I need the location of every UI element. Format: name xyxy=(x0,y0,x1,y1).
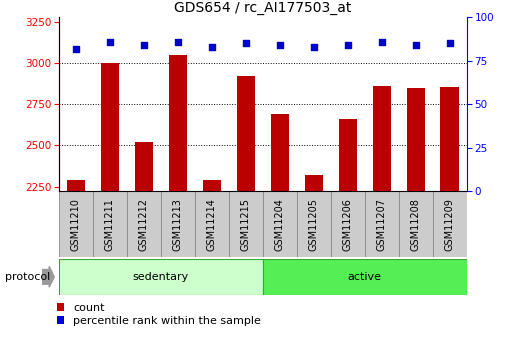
Text: GSM11211: GSM11211 xyxy=(105,198,115,251)
Point xyxy=(208,44,216,50)
Bar xyxy=(229,191,263,257)
Bar xyxy=(59,259,263,295)
Bar xyxy=(169,55,187,345)
Bar xyxy=(161,191,195,257)
Bar xyxy=(67,180,85,345)
Point xyxy=(446,41,454,46)
Bar xyxy=(270,114,289,345)
Bar xyxy=(101,63,120,345)
Text: protocol: protocol xyxy=(5,272,50,282)
Text: sedentary: sedentary xyxy=(133,272,189,282)
Text: GSM11205: GSM11205 xyxy=(309,198,319,251)
Bar xyxy=(127,191,161,257)
Bar xyxy=(399,191,433,257)
Text: GSM11206: GSM11206 xyxy=(343,198,353,251)
Text: GSM11212: GSM11212 xyxy=(139,198,149,251)
Text: GSM11215: GSM11215 xyxy=(241,198,251,251)
Bar xyxy=(433,191,467,257)
Point xyxy=(412,42,420,48)
Text: active: active xyxy=(348,272,382,282)
Point xyxy=(106,39,114,45)
Bar xyxy=(372,86,391,345)
Point xyxy=(242,41,250,46)
Legend: count, percentile rank within the sample: count, percentile rank within the sample xyxy=(54,300,263,328)
Text: GSM11213: GSM11213 xyxy=(173,198,183,251)
Title: GDS654 / rc_AI177503_at: GDS654 / rc_AI177503_at xyxy=(174,1,351,15)
Point xyxy=(276,42,284,48)
Point xyxy=(310,44,318,50)
Bar xyxy=(195,191,229,257)
Text: GSM11209: GSM11209 xyxy=(445,198,455,251)
Bar xyxy=(365,191,399,257)
Bar xyxy=(339,119,357,345)
Text: GSM11210: GSM11210 xyxy=(71,198,81,251)
FancyArrow shape xyxy=(42,267,54,287)
Point xyxy=(378,39,386,45)
Bar xyxy=(134,142,153,345)
Bar xyxy=(236,77,255,345)
Bar xyxy=(93,191,127,257)
Point xyxy=(174,39,182,45)
Point xyxy=(72,46,80,51)
Bar xyxy=(297,191,331,257)
Point xyxy=(140,42,148,48)
Bar xyxy=(203,180,221,345)
Bar xyxy=(305,175,323,345)
Text: GSM11207: GSM11207 xyxy=(377,198,387,251)
Bar xyxy=(59,191,93,257)
Bar xyxy=(441,87,459,345)
Text: GSM11214: GSM11214 xyxy=(207,198,217,251)
Bar xyxy=(263,259,467,295)
Bar xyxy=(263,191,297,257)
Text: GSM11208: GSM11208 xyxy=(411,198,421,251)
Bar xyxy=(331,191,365,257)
Point xyxy=(344,42,352,48)
Bar xyxy=(406,88,425,345)
Text: GSM11204: GSM11204 xyxy=(275,198,285,251)
